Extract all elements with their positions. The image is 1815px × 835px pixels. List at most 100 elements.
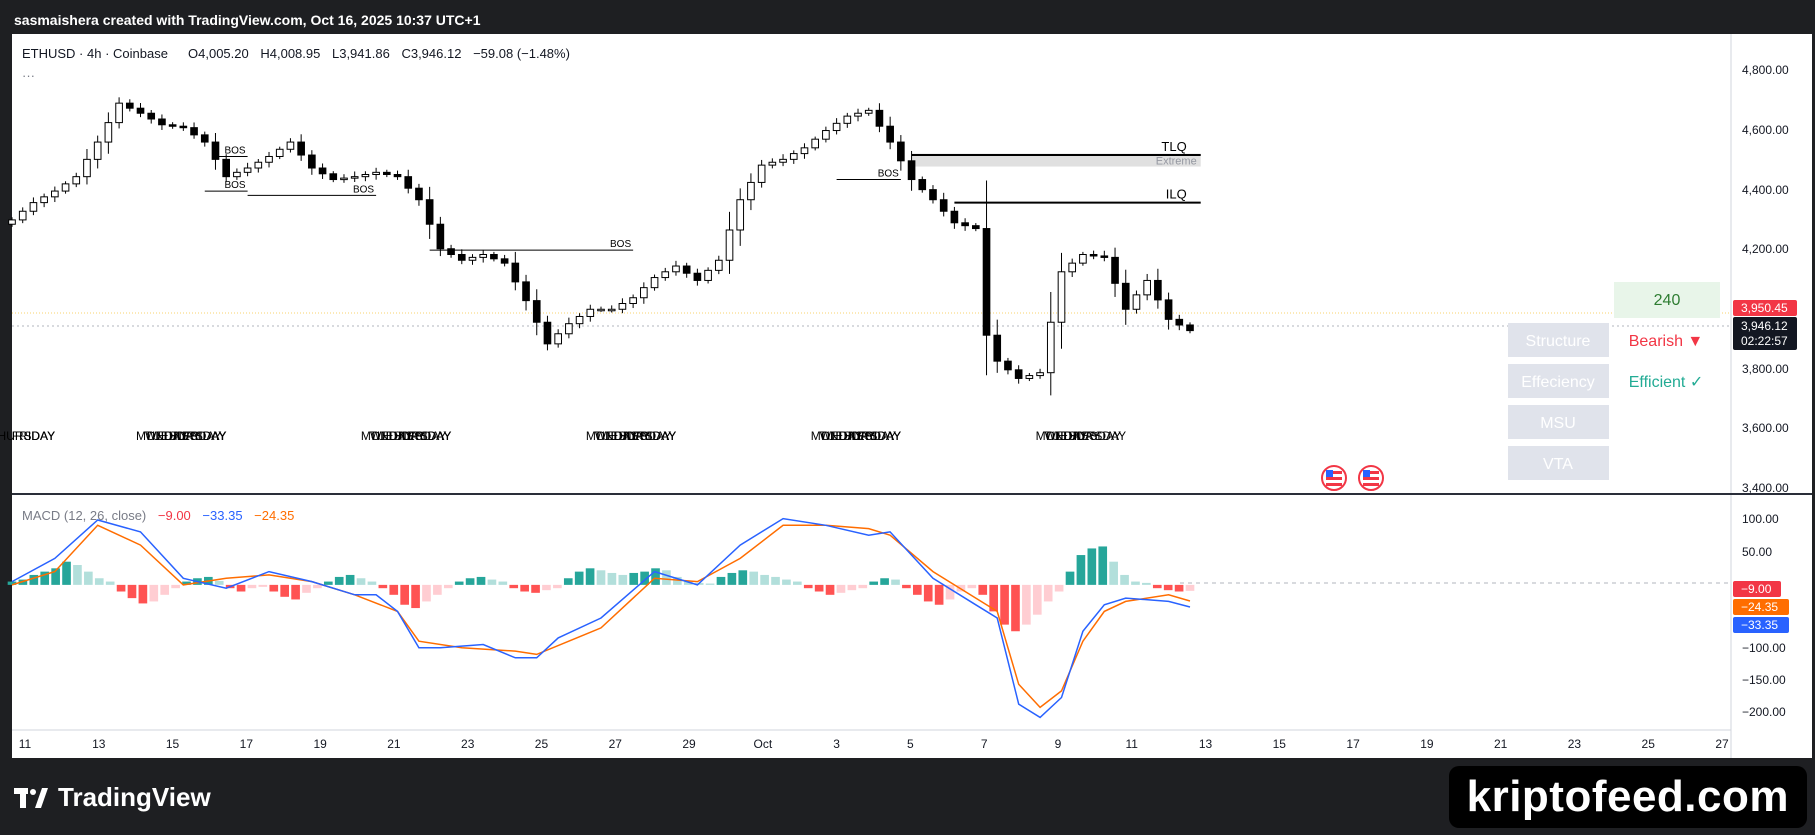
price-scale[interactable]: 4,800.00 4,600.00 4,400.00 4,200.00 3,80…	[1742, 63, 1789, 495]
macd-histogram-bar	[7, 581, 17, 585]
macd-histogram-bar	[389, 584, 399, 595]
time-tick: 9	[1055, 737, 1062, 751]
candle	[490, 251, 498, 262]
day-label: WEDNESDAY	[145, 429, 221, 443]
macd-histogram-bar	[1032, 584, 1042, 615]
bos-label: BOS	[610, 239, 631, 250]
candle	[404, 169, 413, 194]
macd-histogram-bar	[574, 571, 584, 585]
candle	[629, 294, 637, 309]
price-tick: 3,400.00	[1742, 481, 1789, 495]
candle	[640, 282, 648, 304]
candle	[1068, 258, 1077, 277]
macd-histogram-bar	[105, 581, 115, 585]
candle	[725, 211, 734, 274]
candle	[811, 136, 820, 151]
day-label: TUESDAY	[819, 429, 875, 443]
candle	[1046, 291, 1055, 396]
macd-histogram-bar	[629, 572, 639, 585]
macd-histogram-bar	[923, 584, 933, 602]
candle	[511, 251, 520, 291]
candle	[682, 262, 691, 278]
macd-histogram-bar	[1076, 555, 1086, 585]
day-label: THURSDAY	[836, 429, 901, 443]
time-tick: 15	[166, 737, 180, 751]
candle	[1014, 365, 1023, 384]
candle	[768, 158, 777, 169]
day-label: MONDAY	[811, 429, 863, 443]
candle	[500, 254, 509, 267]
macd-histogram-bar	[356, 578, 366, 585]
candle	[222, 154, 231, 182]
legend-ohlc: O4,005.20 H4,008.95 L3,941.86 C3,946.12 …	[188, 46, 570, 61]
candle	[1079, 251, 1087, 266]
time-tick: 27	[609, 737, 623, 751]
candle	[265, 151, 273, 168]
macd-histogram-bar	[793, 581, 802, 585]
candle	[350, 171, 359, 182]
macd-histogram-bar	[738, 570, 748, 585]
time-axis[interactable]: 11 13 15 17 19 21 23 25 27 29 Oct 3 5 7 9 11 13 15 17 19 21 2…	[19, 737, 1729, 751]
table-number-cell	[1614, 282, 1720, 318]
macd-line	[11, 517, 1191, 719]
macd-histogram-bar	[378, 584, 388, 589]
macd-histogram-bar	[149, 584, 159, 602]
tradingview-logo[interactable]: TradingView	[14, 782, 211, 813]
macd-histogram-bar	[673, 576, 682, 585]
macd-histogram-bar	[1152, 584, 1162, 589]
candle	[522, 274, 530, 311]
macd-histogram-bar	[553, 584, 562, 589]
macd-histogram-bar	[367, 581, 377, 585]
macd-legend[interactable]: MACD (12, 26, close) −9.00 −33.35 −24.35	[22, 508, 294, 523]
candle	[554, 329, 562, 348]
candle	[1057, 252, 1066, 349]
macd-histogram-bar	[880, 578, 889, 585]
candle	[1111, 247, 1119, 297]
candle	[1164, 292, 1173, 330]
time-tick: 19	[313, 737, 327, 751]
macd-macd-label-bg	[1733, 617, 1789, 633]
us-event-flag-icon[interactable]	[1321, 465, 1347, 491]
price-tick: 3,800.00	[1742, 362, 1789, 376]
candle	[1143, 273, 1151, 301]
macd-histogram-bar	[291, 584, 300, 600]
macd-scale[interactable]: 100.00 50.00 −100.00 −150.00 −200.00	[1742, 512, 1786, 719]
tradingview-brand: TradingView	[58, 782, 211, 812]
macd-signal-label-bg	[1733, 599, 1789, 615]
attribution-text: sasmaishera created with TradingView.com…	[14, 12, 481, 28]
macd-histogram-bar	[1142, 582, 1151, 585]
candle	[650, 274, 659, 291]
candle	[618, 298, 627, 314]
candle	[1036, 368, 1044, 379]
macd-lines	[11, 517, 1191, 719]
macd-histogram-bar	[1109, 561, 1118, 585]
us-event-flag-icon[interactable]	[1358, 465, 1384, 491]
macd-histogram-bar	[411, 584, 420, 609]
macd-histogram-bar	[814, 584, 824, 592]
macd-histogram-bar	[433, 584, 442, 595]
candle	[190, 122, 198, 139]
candle	[382, 169, 391, 178]
macd-signal-label: −24.35	[1741, 600, 1778, 614]
candle	[233, 168, 241, 180]
macd-histogram-bar	[803, 584, 813, 589]
macd-histogram-bar	[269, 584, 279, 592]
time-tick: 3	[833, 737, 840, 751]
macd-histogram-bar	[454, 581, 464, 585]
day-label: WEDNESDAY	[595, 429, 671, 443]
countdown-label: 02:22:57	[1741, 334, 1788, 348]
macd-histogram-bar	[902, 584, 911, 589]
macd-macd-label: −33.35	[1741, 618, 1778, 632]
price-tick: 4,600.00	[1742, 123, 1789, 137]
macd-histogram-bar	[727, 572, 737, 585]
legend-more-button[interactable]: ···	[22, 68, 35, 83]
candle	[575, 313, 584, 329]
candle	[136, 103, 145, 118]
macd-histogram-bar	[247, 584, 257, 589]
macd-histogram-bar	[1043, 584, 1053, 602]
candle	[907, 150, 916, 191]
legend-symbol[interactable]: ETHUSD · 4h · Coinbase	[22, 46, 168, 61]
macd-histogram-bar	[1098, 546, 1108, 585]
day-label: FRIDAY	[12, 429, 55, 443]
